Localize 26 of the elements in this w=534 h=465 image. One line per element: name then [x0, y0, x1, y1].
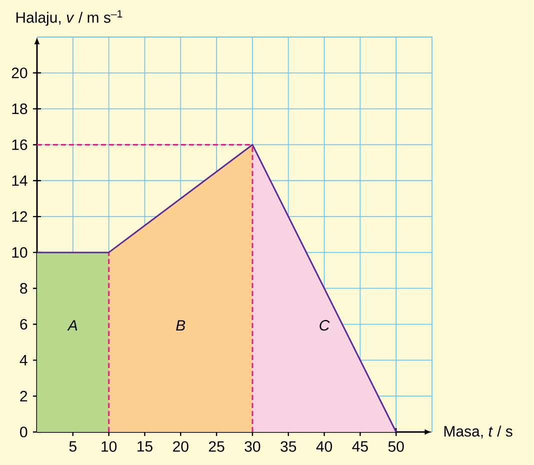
y-tick-label: 20 — [12, 68, 28, 78]
x-tick-label: 35 — [280, 441, 296, 452]
x-tick-label: 10 — [102, 441, 117, 452]
y-tick-label: 6 — [20, 318, 28, 330]
y-tick-label: 4 — [20, 355, 28, 366]
annotation: C — [320, 320, 330, 331]
annotation: A — [67, 320, 78, 331]
annotation: B — [176, 320, 186, 331]
x-tick-label: 50 — [388, 441, 404, 452]
y-axis-title: Halaju, v / m s$^{–1}$ — [16, 10, 122, 26]
y-tick-label: 0 — [20, 426, 28, 438]
x-tick-label: 15 — [138, 441, 152, 452]
x-tick-label: 45 — [352, 441, 368, 452]
x-axis-title: Masa, t / s — [444, 426, 512, 438]
x-tick-label: 5 — [69, 441, 76, 452]
y-tick-label: 14 — [12, 175, 28, 186]
y-tick-label: 8 — [20, 283, 28, 294]
x-tick-label: 25 — [208, 441, 224, 452]
y-tick-label: 2 — [20, 390, 28, 402]
y-tick-label: 18 — [12, 104, 28, 114]
y-tick-label: 10 — [12, 247, 28, 258]
x-tick-label: 40 — [316, 441, 332, 452]
y-tick-label: 16 — [12, 139, 28, 150]
x-tick-label: 20 — [173, 441, 188, 452]
y-tick-label: 12 — [12, 211, 28, 222]
x-tick-label: 30 — [244, 441, 260, 452]
